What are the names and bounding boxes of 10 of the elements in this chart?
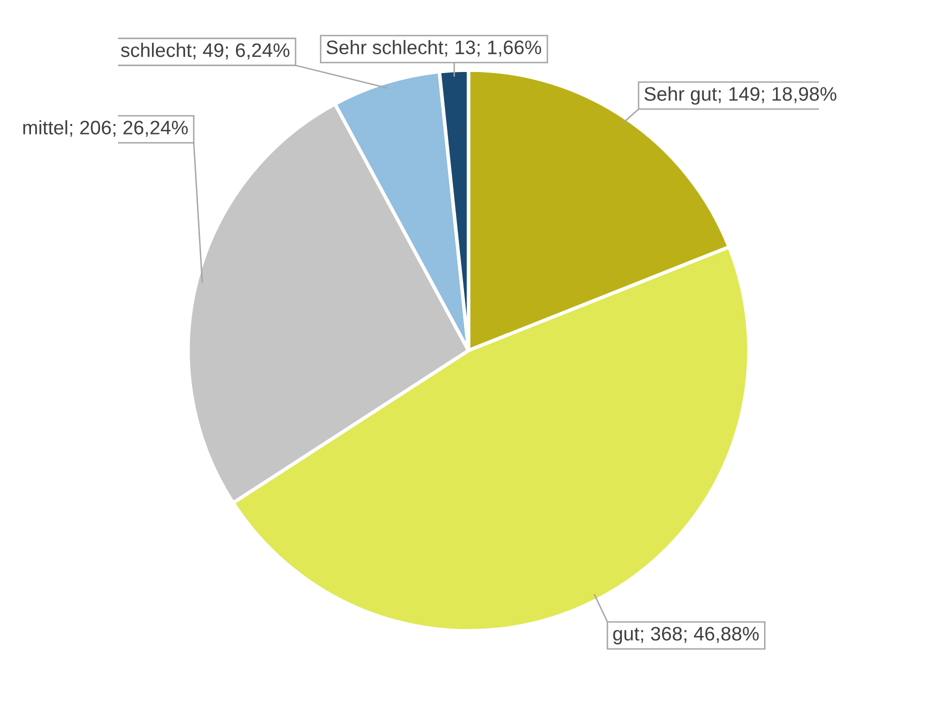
data-label: ; 206; 26,24% [70, 120, 188, 137]
slice-label: schlecht [120, 42, 192, 58]
slice-label: mittel [23, 120, 68, 134]
slice-label: Sehr schlecht [326, 40, 444, 54]
data-label: ; 49; 6,24% [193, 43, 290, 60]
slice-label: Sehr gut [644, 86, 717, 105]
slice-label: gut [613, 628, 640, 644]
data-label: ; 149; 18,98% [718, 87, 836, 104]
data-label: ; 13; 1,66% [445, 40, 542, 57]
data-label: ; 368; 46,88% [641, 626, 759, 643]
